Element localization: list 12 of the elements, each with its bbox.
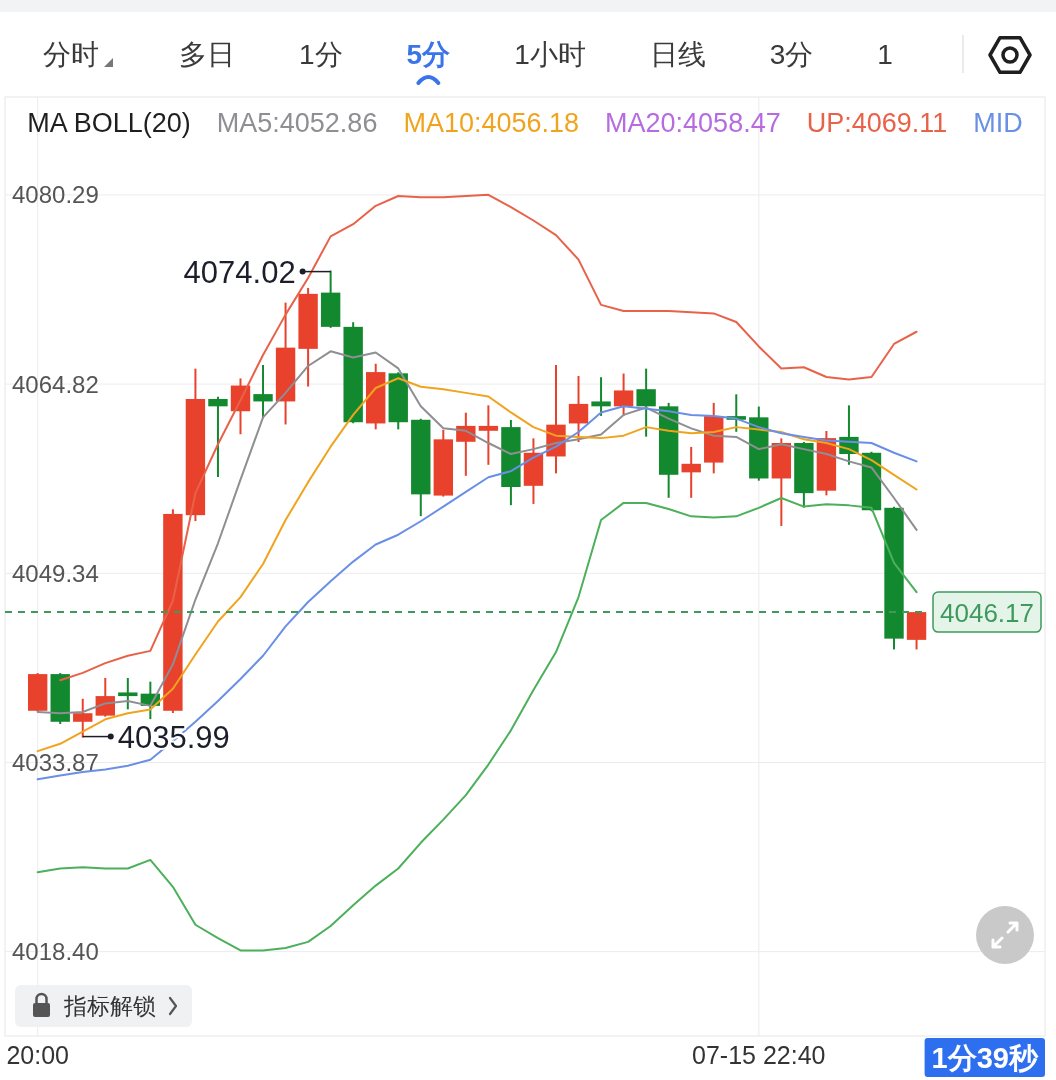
annotation: 4074.02 [183,254,296,290]
y-tick-label: 4018.40 [12,938,99,966]
annotation: 指标解锁 [63,993,156,1019]
y-tick-label: 4080.29 [12,181,99,209]
ref-line-label: 4046.17 [940,597,1034,628]
y-tick-label: 4033.87 [12,748,99,776]
y-tick-label: 4064.82 [12,370,99,398]
legend: MA BOLL(20) MA5:4052.86 MA10:4056.18 MA20:4058.47 UP:4069.11 MID [27,108,1023,138]
y-tick-label: 4049.34 [12,559,99,587]
x-tick-label: 07-15 22:40 [692,1041,826,1069]
countdown: 1分39秒 [924,1038,1045,1077]
x-tick-label: 20:00 [6,1041,69,1069]
